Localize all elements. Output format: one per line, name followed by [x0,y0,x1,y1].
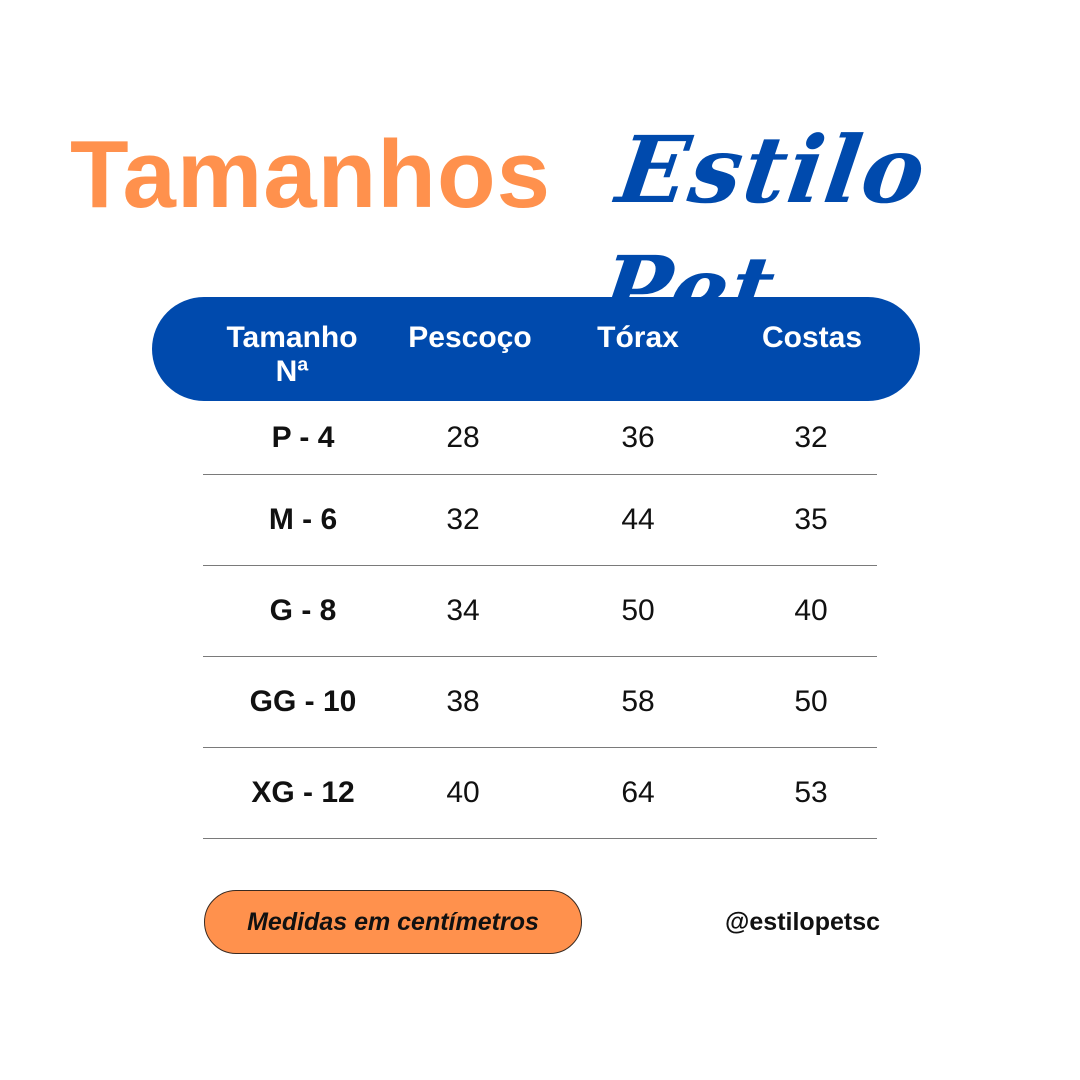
cell-neck: 34 [446,594,480,627]
table-row: P - 4 28 36 32 [203,401,877,475]
cell-neck: 32 [446,503,480,536]
cell-chest: 64 [621,776,655,809]
cell-back: 53 [794,776,828,809]
title-main: Tamanhos [70,121,551,228]
cell-chest: 36 [621,420,655,454]
table-row: XG - 12 40 64 53 [203,748,877,839]
cell-size: GG - 10 [249,685,357,718]
cell-back: 40 [794,594,828,627]
measurement-note: Medidas em centímetros [247,907,539,936]
cell-back: 35 [794,503,828,536]
header-back: Costas [761,321,863,354]
cell-size: P - 4 [271,420,335,454]
cell-chest: 58 [621,685,655,718]
cell-neck: 28 [446,420,480,454]
table-row: GG - 10 38 58 50 [203,657,877,748]
header-chest: Tórax [597,321,679,354]
header-size: Tamanho Nª [226,321,358,388]
cell-chest: 50 [621,594,655,627]
cell-chest: 44 [621,503,655,536]
table-row: G - 8 34 50 40 [203,566,877,657]
cell-neck: 40 [446,776,480,809]
table-header: Tamanho Nª Pescoço Tórax Costas [152,297,920,401]
cell-size: M - 6 [268,503,338,536]
header-neck: Pescoço [408,321,532,354]
social-handle: @estilopetsc [725,908,880,936]
size-table: P - 4 28 36 32 M - 6 32 44 35 G - 8 34 5… [203,401,877,839]
page-title: Tamanhos Estilo Pet [70,110,1030,344]
cell-size: G - 8 [269,594,337,627]
cell-neck: 38 [446,685,480,718]
table-row: M - 6 32 44 35 [203,475,877,566]
measurement-note-badge: Medidas em centímetros [204,890,582,954]
cell-size: XG - 12 [251,776,355,809]
cell-back: 50 [794,685,828,718]
cell-back: 32 [794,420,828,454]
